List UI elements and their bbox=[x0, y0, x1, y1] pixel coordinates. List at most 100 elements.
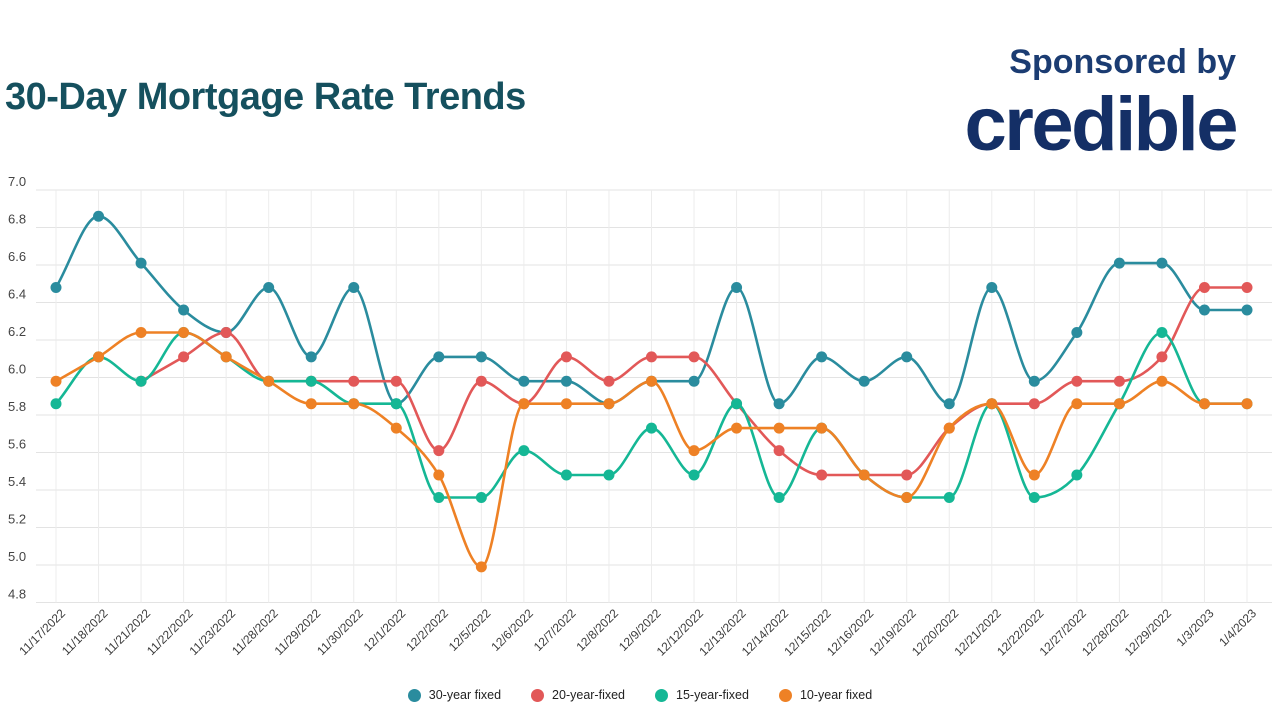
data-point-marker bbox=[178, 351, 190, 363]
x-axis-tick-label: 12/29/2022 bbox=[1122, 606, 1175, 659]
data-point-marker bbox=[1198, 282, 1210, 293]
data-point-marker bbox=[560, 375, 572, 387]
data-point-marker bbox=[305, 398, 317, 410]
data-point-marker bbox=[688, 469, 700, 481]
data-point-marker bbox=[433, 492, 445, 503]
y-axis-tick-label: 4.8 bbox=[8, 587, 26, 602]
data-point-marker bbox=[263, 375, 275, 387]
series-10-year-fixed bbox=[50, 327, 1253, 573]
legend-label: 20-year-fixed bbox=[552, 688, 625, 702]
x-axis-tick-label: 12/7/2022 bbox=[531, 606, 579, 654]
legend-swatch-icon bbox=[531, 688, 545, 702]
x-axis-tick-label: 12/2/2022 bbox=[403, 606, 451, 654]
data-point-marker bbox=[731, 282, 743, 293]
series-30-year-fixed bbox=[50, 210, 1253, 410]
legend-swatch-icon bbox=[655, 688, 668, 702]
data-point-marker bbox=[475, 375, 487, 387]
data-point-marker bbox=[135, 257, 147, 269]
data-point-marker bbox=[943, 422, 955, 434]
sponsor-block: Sponsored by credible bbox=[964, 43, 1239, 168]
data-point-marker bbox=[390, 375, 402, 387]
line-chart: 7.06.86.66.46.26.05.85.65.45.25.04.811/1… bbox=[8, 174, 1272, 659]
data-point-marker bbox=[1071, 327, 1083, 338]
data-point-marker bbox=[731, 398, 743, 410]
data-point-marker bbox=[1113, 398, 1125, 410]
data-point-marker bbox=[433, 469, 445, 481]
y-axis-tick-label: 5.6 bbox=[8, 437, 26, 452]
data-point-marker bbox=[178, 327, 190, 338]
data-point-marker bbox=[858, 469, 870, 481]
sponsored-by-text: Sponsored by bbox=[1009, 43, 1236, 81]
data-point-marker bbox=[1071, 398, 1083, 410]
y-axis-tick-label: 6.2 bbox=[8, 324, 26, 339]
data-point-marker bbox=[986, 398, 998, 410]
data-point-marker bbox=[518, 398, 530, 410]
data-point-marker bbox=[773, 445, 785, 457]
data-point-marker bbox=[816, 469, 828, 481]
data-point-marker bbox=[773, 492, 785, 503]
data-point-marker bbox=[93, 210, 105, 222]
data-point-marker bbox=[1028, 375, 1040, 387]
data-point-marker bbox=[1028, 492, 1040, 503]
legend-swatch-icon bbox=[778, 688, 792, 702]
data-point-marker bbox=[390, 398, 402, 410]
data-point-marker bbox=[816, 351, 828, 363]
data-point-marker bbox=[560, 351, 572, 363]
data-point-marker bbox=[858, 375, 870, 387]
data-point-marker bbox=[178, 304, 190, 316]
data-point-marker bbox=[1198, 304, 1210, 316]
data-point-marker bbox=[518, 445, 530, 457]
legend-item: 15-year-fixed bbox=[655, 688, 749, 702]
data-point-marker bbox=[901, 469, 913, 481]
data-point-marker bbox=[305, 375, 317, 387]
legend-item: 10-year fixed bbox=[778, 688, 872, 702]
data-point-marker bbox=[1113, 257, 1125, 269]
x-axis-tick-label: 12/8/2022 bbox=[573, 606, 621, 654]
data-point-marker bbox=[433, 445, 445, 457]
legend-label: 30-year fixed bbox=[428, 688, 502, 702]
y-axis-tick-label: 6.0 bbox=[8, 362, 26, 377]
data-point-marker bbox=[1028, 398, 1040, 410]
data-point-marker bbox=[305, 351, 317, 363]
data-point-marker bbox=[773, 422, 785, 434]
data-point-marker bbox=[263, 282, 275, 293]
data-point-marker bbox=[135, 375, 147, 387]
data-point-marker bbox=[50, 375, 62, 387]
data-point-marker bbox=[646, 422, 657, 434]
data-point-marker bbox=[688, 351, 700, 363]
legend-item: 20-year-fixed bbox=[531, 688, 625, 702]
data-point-marker bbox=[135, 327, 147, 338]
data-point-marker bbox=[518, 375, 530, 387]
data-point-marker bbox=[646, 375, 657, 387]
data-point-marker bbox=[943, 492, 955, 503]
data-point-marker bbox=[603, 469, 615, 481]
data-point-marker bbox=[1156, 351, 1168, 363]
data-point-marker bbox=[220, 327, 232, 338]
data-point-marker bbox=[901, 492, 913, 503]
data-point-marker bbox=[1156, 375, 1168, 387]
data-point-marker bbox=[93, 351, 105, 363]
data-point-marker bbox=[1071, 469, 1083, 481]
data-point-marker bbox=[1071, 375, 1083, 387]
chart-legend: 30-year fixed 20-year-fixed 15-year-fixed 1… bbox=[0, 688, 1280, 702]
x-axis-tick-label: 1/3/2023 bbox=[1174, 606, 1217, 649]
y-axis-tick-label: 6.4 bbox=[8, 287, 26, 302]
data-point-marker bbox=[773, 398, 785, 410]
data-point-marker bbox=[1241, 304, 1253, 316]
y-axis-tick-label: 6.6 bbox=[8, 249, 26, 264]
data-point-marker bbox=[50, 398, 62, 410]
credible-logo: credible bbox=[964, 82, 1239, 168]
y-axis-tick-label: 6.8 bbox=[8, 212, 26, 227]
data-point-marker bbox=[688, 375, 700, 387]
data-point-marker bbox=[1028, 469, 1040, 481]
x-axis-tick-label: 11/30/2022 bbox=[314, 606, 366, 658]
data-point-marker bbox=[1241, 282, 1253, 293]
data-point-marker bbox=[1156, 327, 1168, 338]
data-point-marker bbox=[348, 282, 360, 293]
legend-swatch-icon bbox=[407, 688, 421, 702]
data-point-marker bbox=[1156, 257, 1168, 269]
data-point-marker bbox=[1241, 398, 1253, 410]
legend-item: 30-year fixed bbox=[407, 688, 502, 702]
x-axis-tick-label: 12/6/2022 bbox=[488, 606, 536, 654]
